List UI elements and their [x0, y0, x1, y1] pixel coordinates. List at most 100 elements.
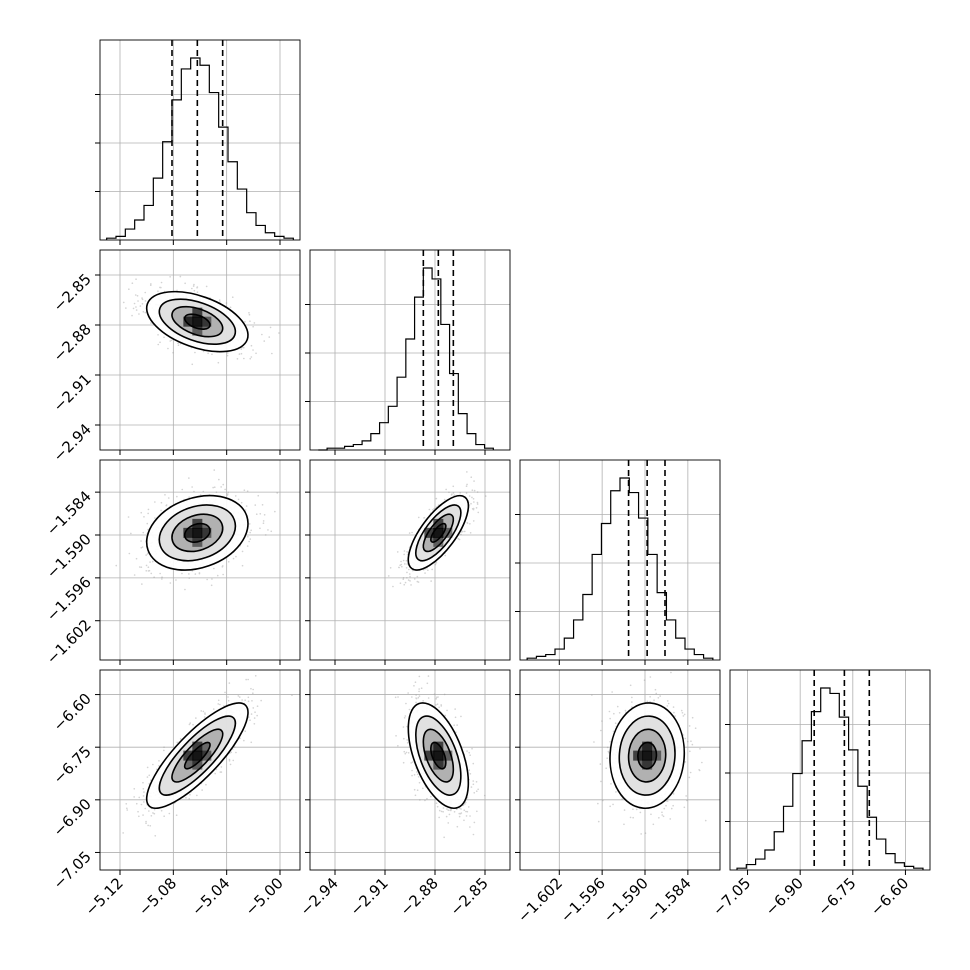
contour-line-3 — [415, 504, 462, 562]
density-peak-cell — [192, 527, 203, 538]
y-tick-label: −2.85 — [50, 270, 95, 315]
x-tick-label: −2.85 — [447, 874, 492, 919]
density-peak-cell — [183, 527, 194, 538]
density-peak-cell — [183, 750, 194, 761]
histogram-panel-4: −7.05 −6.90 −6.75 −6.60 — [709, 669, 931, 919]
x-tick-label: −2.91 — [347, 874, 392, 919]
panel-frame — [99, 459, 301, 661]
density-peak-cell — [201, 316, 212, 327]
panel-frame — [519, 459, 721, 661]
contour-line-1 — [430, 741, 447, 770]
panel-content — [394, 675, 486, 839]
density-peak-cell — [424, 750, 435, 761]
histogram-step-line — [526, 477, 714, 660]
y-tick-label: −6.75 — [50, 742, 95, 787]
density-peak-cell — [192, 759, 203, 770]
contour-line-4 — [145, 290, 249, 353]
y-tick-label: −1.602 — [43, 616, 95, 668]
x-tick-label: −6.75 — [814, 874, 859, 919]
contour-line-4 — [609, 702, 686, 810]
contour-line-1 — [430, 522, 447, 543]
contour-line-2 — [171, 305, 224, 338]
x-tick-label: −7.05 — [709, 874, 754, 919]
contour-line-2 — [627, 728, 667, 783]
scatter-panel-4-1: −5.12 −5.08 −5.04 −5.00 −7.05 −6.90 −6.75 −6.60 — [50, 669, 301, 919]
density-peak-cell — [433, 741, 444, 752]
contour-line-1 — [637, 741, 658, 770]
histogram-step-line — [736, 687, 924, 870]
density-peak-cell — [433, 527, 444, 538]
contour-line-2 — [422, 513, 455, 553]
scatter-panel-3-2 — [305, 459, 511, 665]
y-tick-label: −7.05 — [50, 848, 95, 893]
y-tick-label: −2.94 — [50, 420, 95, 465]
histogram-step-line — [318, 267, 494, 451]
contour-line-4 — [145, 702, 249, 810]
x-tick-label: −6.90 — [762, 874, 807, 919]
contour-line-4 — [407, 494, 470, 571]
density-peak-cell — [433, 536, 444, 547]
contour-line-4 — [407, 702, 470, 810]
density-peak-cell — [201, 750, 212, 761]
histogram-panel-3 — [515, 459, 721, 665]
x-tick-label: −5.08 — [135, 874, 180, 919]
density-peak-cell — [192, 325, 203, 336]
scatter-panel-3-1: −1.602−1.596−1.590−1.584 — [43, 459, 301, 668]
contour-line-1 — [183, 741, 211, 770]
x-tick-label: −1.596 — [557, 874, 609, 926]
density-peak-cell — [424, 527, 435, 538]
x-tick-label: −1.602 — [514, 874, 566, 926]
contour-line-2 — [422, 728, 455, 783]
contour-line-3 — [158, 715, 237, 796]
panel-frame — [519, 669, 721, 871]
x-tick-label: −5.12 — [82, 874, 127, 919]
y-tick-label: −1.584 — [43, 487, 95, 539]
y-tick-label: −2.88 — [50, 320, 95, 365]
density-peak-cell — [183, 316, 194, 327]
contour-line-2 — [171, 513, 224, 553]
density-peak-cell — [642, 741, 653, 752]
contour-line-3 — [158, 504, 237, 562]
histogram-step-line — [106, 57, 294, 240]
density-peak-cell — [433, 750, 444, 761]
density-peak-cell — [192, 741, 203, 752]
y-tick-label: −2.91 — [50, 370, 95, 415]
density-peak-cell — [201, 527, 212, 538]
contour-line-4 — [145, 494, 249, 571]
y-tick-label: −6.60 — [50, 690, 95, 735]
panel-frame — [309, 459, 511, 661]
histogram-panel-2 — [305, 249, 511, 455]
density-peak-cell — [442, 527, 453, 538]
density-peak-cell — [433, 518, 444, 529]
x-tick-label: −5.00 — [242, 874, 287, 919]
panel-frame — [729, 669, 931, 871]
scatter-panel-2-1: −2.94 −2.91 −2.88 −2.85 — [50, 249, 301, 465]
x-tick-label: −2.94 — [297, 874, 342, 919]
panel-frame — [309, 669, 511, 871]
density-peak-cell — [192, 750, 203, 761]
density-peak-cell — [642, 759, 653, 770]
x-tick-label: −6.60 — [867, 874, 912, 919]
y-tick-label: −6.90 — [50, 795, 95, 840]
contour-line-3 — [158, 298, 237, 345]
contour-line-3 — [618, 715, 676, 796]
density-peak-cell — [642, 750, 653, 761]
x-tick-label: −5.04 — [188, 874, 233, 919]
scatter-panel-4-3: −1.602−1.596−1.590−1.584 — [514, 669, 721, 926]
contour-line-2 — [171, 728, 224, 783]
panel-content — [122, 675, 293, 837]
density-peak-cell — [192, 316, 203, 327]
histogram-panel-1 — [95, 39, 301, 245]
y-tick-label: −1.596 — [43, 573, 95, 625]
contour-line-1 — [183, 522, 211, 543]
panel-content — [591, 671, 707, 835]
contour-line-3 — [415, 715, 462, 796]
x-tick-label: −1.590 — [600, 874, 652, 926]
panel-content — [387, 471, 487, 588]
x-tick-label: −2.88 — [397, 874, 442, 919]
panel-frame — [99, 39, 301, 241]
panel-frame — [309, 249, 511, 451]
panel-content — [122, 275, 280, 366]
density-peak-cell — [433, 759, 444, 770]
